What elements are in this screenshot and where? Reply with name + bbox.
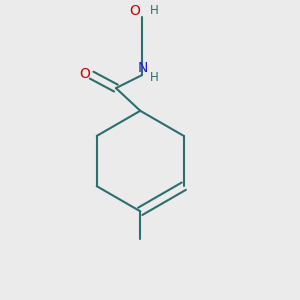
Text: H: H <box>150 4 159 17</box>
Text: O: O <box>79 67 90 80</box>
Text: N: N <box>138 61 148 75</box>
Text: H: H <box>150 71 159 84</box>
Text: O: O <box>129 4 140 18</box>
